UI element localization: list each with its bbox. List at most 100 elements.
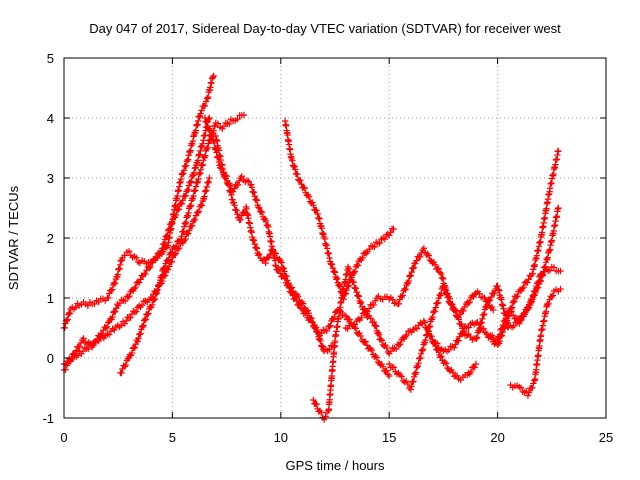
data-point	[184, 212, 192, 220]
data-point	[194, 209, 202, 217]
data-point	[180, 170, 187, 177]
data-point	[399, 292, 406, 299]
data-point	[161, 240, 168, 247]
data-point	[105, 319, 112, 326]
data-point	[221, 173, 228, 181]
data-point	[455, 337, 462, 344]
axis-ticks: 0 5 10 15 20 25 -1 0 1 2 3 4 5	[42, 51, 613, 445]
data-point	[530, 380, 537, 387]
data-point	[63, 317, 71, 325]
data-point	[111, 280, 119, 287]
data-point	[473, 335, 480, 342]
data-point	[424, 331, 431, 338]
data-point	[248, 184, 256, 191]
data-point	[445, 346, 453, 354]
data-point	[378, 337, 385, 344]
data-point	[398, 293, 405, 301]
data-point	[555, 147, 562, 155]
data-point	[301, 185, 308, 192]
data-point	[351, 321, 359, 328]
data-point	[467, 368, 475, 376]
data-point	[426, 323, 433, 331]
data-point	[404, 380, 411, 388]
data-point	[192, 183, 200, 190]
data-point	[64, 316, 71, 323]
data-point	[198, 162, 206, 169]
data-point	[390, 364, 398, 371]
data-point	[199, 161, 206, 168]
y-tick-label: 1	[47, 291, 54, 306]
data-point	[159, 266, 167, 273]
data-point	[475, 321, 483, 328]
x-tick-label: 25	[599, 430, 613, 445]
data-point	[91, 300, 98, 308]
data-point	[522, 308, 529, 316]
data-point	[203, 146, 210, 153]
data-point	[185, 186, 192, 193]
data-point	[186, 227, 193, 234]
data-point	[190, 192, 197, 200]
data-point	[203, 118, 210, 125]
data-point	[220, 122, 228, 130]
data-point	[454, 313, 462, 320]
data-point	[79, 347, 87, 355]
data-point	[294, 171, 301, 178]
data-point	[240, 209, 248, 217]
data-point	[133, 308, 140, 315]
data-point	[421, 339, 429, 347]
data-point	[381, 235, 389, 243]
data-point	[523, 387, 530, 395]
data-point	[512, 293, 520, 301]
data-point	[172, 242, 180, 250]
data-point	[403, 331, 410, 339]
data-point	[398, 373, 405, 380]
data-point	[278, 259, 285, 266]
data-point	[131, 309, 139, 316]
data-point	[180, 167, 188, 174]
data-point	[421, 319, 429, 326]
data-point	[105, 294, 112, 301]
data-point	[392, 345, 400, 353]
data-point	[255, 251, 263, 258]
data-point	[164, 232, 171, 239]
data-point	[439, 274, 446, 282]
data-point	[374, 330, 381, 337]
data-point	[499, 325, 506, 333]
data-point	[414, 363, 422, 370]
data-point	[508, 308, 515, 315]
data-point	[557, 267, 564, 275]
data-point	[420, 245, 428, 252]
data-point	[293, 297, 300, 304]
data-point	[331, 269, 339, 276]
data-point	[434, 340, 441, 347]
data-point	[529, 296, 536, 303]
data-point	[108, 287, 115, 295]
data-point	[234, 115, 241, 123]
data-point	[524, 392, 532, 399]
data-point	[187, 179, 194, 187]
data-point	[434, 299, 442, 306]
data-point	[461, 303, 468, 311]
data-point	[431, 261, 439, 268]
data-point	[191, 216, 199, 223]
data-point	[373, 354, 381, 361]
data-point	[125, 248, 133, 255]
data-point	[253, 244, 260, 251]
data-point	[459, 329, 467, 337]
x-axis-label: GPS time / hours	[286, 458, 385, 473]
data-point	[327, 322, 334, 329]
data-point	[190, 188, 198, 195]
data-point	[262, 259, 269, 267]
y-axis-label: SDTVAR / TECUs	[6, 185, 21, 290]
data-point	[410, 264, 417, 271]
data-point	[502, 317, 509, 324]
data-point	[240, 111, 248, 119]
data-point	[151, 295, 159, 303]
data-point	[288, 289, 296, 296]
data-point	[299, 300, 307, 307]
data-point	[178, 200, 185, 207]
data-point	[397, 340, 404, 348]
data-point	[344, 325, 351, 332]
data-point	[353, 261, 361, 269]
data-point	[476, 290, 483, 297]
